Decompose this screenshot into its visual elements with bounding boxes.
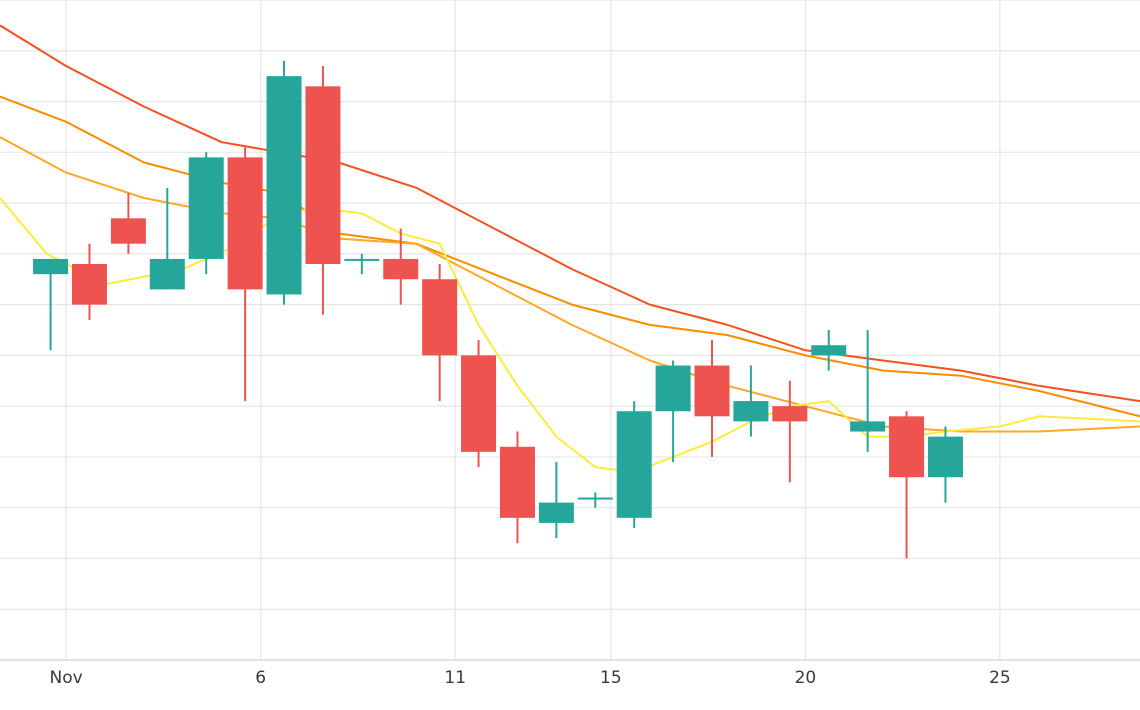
x-axis-ticks: Nov 6 11 15 20 25	[50, 668, 1011, 688]
candle-body	[344, 258, 380, 261]
candle-body	[577, 497, 613, 500]
candle-body	[733, 401, 769, 422]
candle-body	[149, 258, 185, 290]
x-tick-label: 11	[444, 668, 466, 688]
candles	[33, 60, 963, 559]
candle-body	[383, 258, 419, 280]
candle	[461, 340, 497, 468]
candle	[577, 492, 613, 508]
x-tick-label: 25	[989, 668, 1011, 688]
candle-body	[305, 86, 341, 264]
vertical-gridlines	[65, 0, 1001, 660]
candle	[383, 228, 419, 305]
candle	[927, 426, 963, 503]
candle-body	[538, 502, 574, 523]
candle	[305, 66, 341, 315]
moving-average-line	[0, 95, 1140, 418]
candle	[422, 264, 458, 402]
x-tick-label: 6	[255, 668, 266, 688]
candle	[811, 330, 847, 371]
x-tick-label: 15	[600, 668, 622, 688]
candle	[188, 152, 224, 275]
candle-body	[927, 436, 963, 478]
candle	[149, 187, 185, 290]
moving-average-line	[0, 24, 1140, 403]
candle-body	[811, 345, 847, 356]
x-tick-label: 20	[795, 668, 817, 688]
candle	[344, 253, 380, 275]
candle	[266, 60, 302, 305]
candle	[538, 462, 574, 539]
candle-body	[850, 421, 886, 432]
candle-body	[772, 406, 808, 422]
candle	[71, 243, 107, 320]
candle	[33, 258, 69, 351]
candle-body	[227, 157, 263, 290]
candle	[110, 192, 146, 254]
horizontal-gridlines	[0, 0, 1140, 610]
candle	[733, 365, 769, 437]
candle	[227, 147, 263, 402]
x-tick-label: Nov	[50, 668, 83, 688]
candle-body	[889, 416, 925, 478]
candle-body	[655, 365, 691, 412]
candle	[499, 431, 535, 544]
candle	[889, 411, 925, 559]
candle	[616, 401, 652, 528]
candle	[655, 360, 691, 462]
candle-body	[499, 446, 535, 518]
moving-average-lines	[0, 24, 1140, 474]
candle-body	[33, 258, 69, 275]
candle-body	[461, 355, 497, 452]
candle-body	[110, 218, 146, 244]
candle-body	[694, 365, 730, 417]
candle-body	[266, 76, 302, 295]
candle	[850, 330, 886, 452]
candle	[694, 340, 730, 457]
candle-body	[71, 264, 107, 305]
candle	[772, 380, 808, 483]
candle-body	[616, 411, 652, 518]
candle-body	[188, 157, 224, 259]
candle-body	[422, 279, 458, 356]
